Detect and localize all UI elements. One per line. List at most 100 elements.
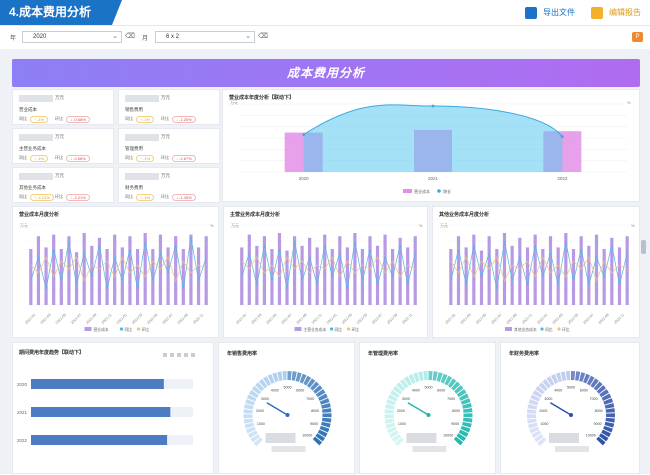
gauge-segment [295, 372, 302, 382]
kpi-name: 管理费用 [125, 146, 143, 151]
gauge-segment [546, 376, 555, 386]
bar [472, 234, 476, 305]
kpi-compare-label: 同比 [125, 116, 133, 121]
gauge-segment [456, 389, 467, 398]
gauge-tick-label: 2000 [256, 409, 264, 413]
kpi-compare-label: 环比 [55, 155, 63, 160]
kpi-name: 销售费用 [125, 107, 143, 112]
bar [255, 245, 259, 305]
x-tick-label: 2022-03 [341, 313, 353, 325]
filter-clear-icon[interactable]: ⌫ [125, 33, 135, 40]
bar [353, 233, 357, 305]
x-tick-label: 2022-03 [552, 313, 564, 325]
gauge-segment [460, 425, 471, 433]
gauge-segment [386, 426, 397, 434]
bar [406, 247, 410, 305]
ppt-icon[interactable]: P [632, 32, 643, 42]
x-tick-label: 2022-11 [192, 313, 204, 325]
gauge-tick-label: 8000 [452, 409, 460, 413]
gauge-segment [542, 379, 551, 389]
export-button[interactable]: 导出文件 [525, 5, 575, 21]
gauge-tick-label: 7000 [447, 397, 455, 401]
gauge-tick-label: 5000 [284, 386, 292, 390]
edit-report-button[interactable]: 编辑报告 [591, 5, 641, 21]
legend-swatch [346, 327, 351, 331]
x-tick-label: 2021-09 [296, 313, 308, 325]
kpi-name: 主营业务成本 [19, 146, 46, 151]
gauge-segment [287, 371, 292, 381]
bar [594, 234, 599, 305]
gauge-needle [407, 402, 429, 416]
gauge-segment [303, 375, 312, 386]
x-tick-label: 2022-07 [371, 313, 383, 325]
x-tick-label: 2021-07 [490, 313, 502, 325]
gauge-segment [306, 378, 316, 388]
kpi-compare-label: 环比 [161, 116, 169, 121]
edit-label: 编辑报告 [609, 8, 641, 17]
x-tick-label: 2021 [428, 176, 439, 181]
toolbar-icon [191, 353, 195, 357]
y-tick-label: 2020 [17, 382, 28, 387]
kpi-card: 万元 销售费用 同比 ↑ -1% 环比 ↓ -1.25% [118, 89, 220, 125]
kpi-value-placeholder [19, 173, 53, 180]
bar [113, 234, 117, 305]
x-tick-label: 2022-07 [162, 313, 174, 325]
gauge-segment [432, 371, 438, 381]
toolbar-icon [163, 353, 167, 357]
bar [556, 247, 560, 305]
legend-label: 环比 [562, 327, 570, 332]
year-select[interactable]: 2020 ⌄ [22, 31, 122, 43]
kpi-compare-label: 环比 [55, 116, 63, 121]
gauge-segment [604, 421, 615, 428]
section-banner: 成本费用分析 [12, 59, 640, 87]
gauge-segment [583, 373, 591, 384]
x-tick-label: 2021-09 [506, 313, 518, 325]
gauge-segment [321, 417, 332, 423]
gauge-segment [537, 437, 547, 447]
bar [277, 233, 282, 305]
bar [189, 234, 193, 305]
bar [315, 247, 319, 305]
filter-clear-icon[interactable]: ⌫ [258, 33, 268, 40]
gauge-segment [463, 413, 473, 418]
gauge-tick-label: 10000 [302, 433, 312, 437]
bar [97, 237, 102, 305]
x-tick-label: 2021-11 [311, 313, 323, 325]
gauge-segment [322, 408, 332, 413]
series-line [450, 240, 628, 290]
gauge-segment [527, 404, 538, 410]
gauge-segment [244, 422, 255, 429]
legend-label: 同比 [125, 327, 133, 332]
bar [564, 233, 568, 305]
gauge-segment [534, 433, 544, 443]
bar [398, 237, 402, 305]
gauge-tick-label: 9000 [310, 422, 318, 426]
legend-label: 主营业务成本 [304, 327, 327, 332]
gauge-segment [299, 373, 307, 384]
kpi-mom-badge: ↓ -0.68% [66, 155, 90, 162]
bar [135, 249, 140, 305]
gauge-segment [596, 385, 606, 394]
legend-swatch [119, 327, 124, 331]
kpi-yoy-badge: ↑ -1% [136, 194, 155, 201]
y-tick-label: 2022 [17, 438, 28, 443]
scrollbar-thumb[interactable] [641, 240, 646, 254]
bar [204, 236, 208, 305]
chart-title: 期间费用年度趋势【联动下】 [19, 350, 85, 356]
kpi-unit: 万元 [161, 95, 170, 100]
bar [52, 234, 56, 305]
gauge-card-finance: 年财务费用率 010002000300040005000600070008000… [500, 342, 640, 474]
bar [625, 236, 629, 305]
admin-gauge: 0100020003000400050006000700080009000100… [384, 371, 473, 452]
gauge-segment [322, 413, 332, 418]
kpi-compare-label: 环比 [161, 155, 169, 160]
bar [67, 236, 71, 305]
gauge-segment [579, 372, 586, 382]
x-tick-label: 2022-11 [613, 313, 625, 325]
gauge-hub [285, 413, 290, 417]
kpi-mom-badge: ↓ -2.67% [172, 155, 196, 162]
bar [166, 247, 170, 305]
month-select[interactable]: 6 x 2 ⌄ [155, 31, 255, 43]
page-title: 4.成本费用分析 [0, 0, 122, 25]
bar [464, 247, 468, 305]
